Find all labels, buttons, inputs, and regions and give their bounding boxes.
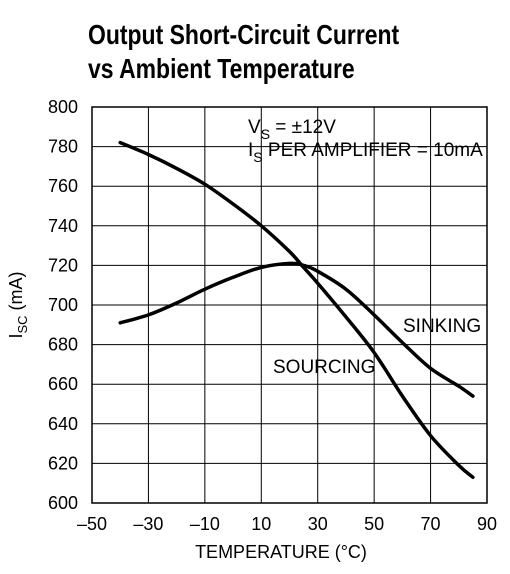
condition-supply-voltage: VS = ±12V <box>248 117 336 142</box>
y-tick-labels: 600 620 640 660 680 700 720 740 760 780 800 <box>48 97 78 513</box>
y-tick-label: 620 <box>48 453 78 473</box>
chart-title-line-2: vs Ambient Temperature <box>88 53 355 84</box>
series-lines <box>118 140 475 480</box>
y-tick-label: 600 <box>48 493 78 513</box>
x-tick-label: 70 <box>421 514 441 534</box>
y-tick-label: 720 <box>48 255 78 275</box>
grid <box>91 106 488 504</box>
x-axis-label: TEMPERATURE (°C) <box>195 542 367 562</box>
y-tick-label: 780 <box>48 137 78 157</box>
series-label-sinking: SINKING <box>403 316 481 337</box>
x-tick-label: 50 <box>364 514 384 534</box>
x-tick-label: 90 <box>477 514 497 534</box>
x-tick-labels: –50 –30 –10 10 30 50 70 90 <box>77 514 497 534</box>
y-tick-label: 640 <box>48 414 78 434</box>
y-tick-label: 800 <box>48 97 78 117</box>
series-label-sourcing: SOURCING <box>273 357 375 378</box>
y-tick-label: 740 <box>48 216 78 236</box>
y-tick-label: 680 <box>48 335 78 355</box>
condition-supply-current: IS PER AMPLIFIER = 10mA <box>248 140 483 165</box>
x-tick-label: –10 <box>190 514 220 534</box>
y-axis-label: ISC (mA) <box>6 271 30 338</box>
x-tick-label: –30 <box>133 514 163 534</box>
y-tick-label: 700 <box>48 295 78 315</box>
plot-frame <box>91 106 488 504</box>
x-tick-label: –50 <box>77 514 107 534</box>
chart-title-line-1: Output Short-Circuit Current <box>88 19 400 50</box>
x-tick-label: 10 <box>251 514 271 534</box>
y-tick-label: 660 <box>48 374 78 394</box>
x-tick-label: 30 <box>308 514 328 534</box>
series-line-sourcing <box>118 140 475 480</box>
chart-title: Output Short-Circuit Current vs Ambient … <box>88 18 399 86</box>
y-tick-label: 760 <box>48 176 78 196</box>
